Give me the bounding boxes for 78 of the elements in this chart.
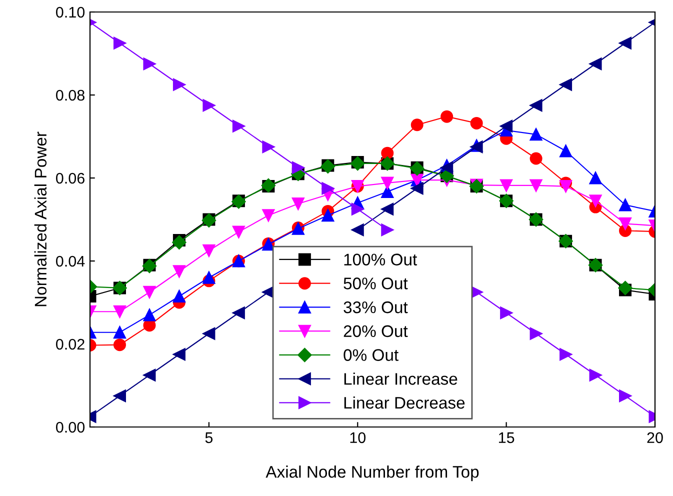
point xyxy=(619,198,632,212)
point xyxy=(350,156,365,171)
x-tick-label: 20 xyxy=(647,432,663,444)
point xyxy=(172,290,186,303)
point xyxy=(530,128,542,141)
point xyxy=(113,338,126,352)
point xyxy=(143,308,156,322)
legend-label: 100% Out xyxy=(344,254,418,266)
point xyxy=(381,224,394,236)
x-axis-title: Axial Node Number from Top xyxy=(266,466,479,482)
point xyxy=(232,306,245,320)
point xyxy=(351,224,364,236)
point xyxy=(143,368,156,382)
point xyxy=(560,180,572,193)
point xyxy=(589,194,602,208)
y-tick-label: 0.02 xyxy=(56,338,84,350)
point xyxy=(440,110,454,123)
point xyxy=(530,179,542,192)
point xyxy=(202,271,216,284)
point xyxy=(619,390,632,402)
point xyxy=(619,36,632,50)
point xyxy=(113,36,126,50)
legend-label: Linear Increase xyxy=(344,372,458,385)
legend-label: 50% Out xyxy=(344,278,408,290)
x-tick-label: 15 xyxy=(498,432,514,444)
legend-label: Linear Decrease xyxy=(344,396,465,409)
legend-label: 33% Out xyxy=(344,301,408,314)
legend-label: 0% Out xyxy=(344,349,398,361)
y-tick-label: 0.10 xyxy=(56,6,85,18)
point xyxy=(500,179,513,192)
point xyxy=(619,217,632,230)
x-tick-label: 5 xyxy=(205,432,213,444)
y-tick-label: 0.08 xyxy=(56,90,84,101)
point xyxy=(351,202,364,216)
point xyxy=(262,140,275,154)
point xyxy=(113,305,126,318)
point xyxy=(143,286,156,298)
point xyxy=(500,120,513,132)
y-tick-label: 0.06 xyxy=(56,172,84,184)
y-tick-label: 0.00 xyxy=(56,422,85,433)
point xyxy=(410,182,424,195)
point xyxy=(143,58,156,70)
point xyxy=(113,326,126,339)
point xyxy=(618,280,632,296)
point xyxy=(292,161,304,174)
point xyxy=(560,78,572,91)
point xyxy=(322,182,334,195)
legend-label: 20% Out xyxy=(344,325,408,338)
point xyxy=(322,209,334,222)
point xyxy=(381,146,394,160)
point xyxy=(560,144,572,158)
point xyxy=(589,368,602,382)
y-axis-title: Normalized Axial Power xyxy=(34,132,47,306)
point xyxy=(589,58,602,70)
point xyxy=(381,176,394,190)
point xyxy=(500,306,513,320)
point xyxy=(262,209,275,222)
point xyxy=(589,172,602,184)
point xyxy=(530,152,542,165)
point xyxy=(232,226,245,238)
point xyxy=(470,116,483,130)
point xyxy=(172,78,186,91)
point xyxy=(530,327,542,340)
point xyxy=(232,120,245,132)
point xyxy=(202,327,216,340)
point xyxy=(172,265,186,278)
point xyxy=(530,99,542,112)
point xyxy=(410,118,424,132)
point xyxy=(113,390,126,402)
point xyxy=(381,202,394,216)
point xyxy=(172,348,186,361)
point xyxy=(292,197,304,210)
y-tick-label: 0.04 xyxy=(56,256,85,267)
point xyxy=(560,348,572,361)
x-tick-label: 10 xyxy=(350,432,366,444)
point xyxy=(172,235,186,250)
point xyxy=(202,99,216,112)
point xyxy=(202,244,216,257)
